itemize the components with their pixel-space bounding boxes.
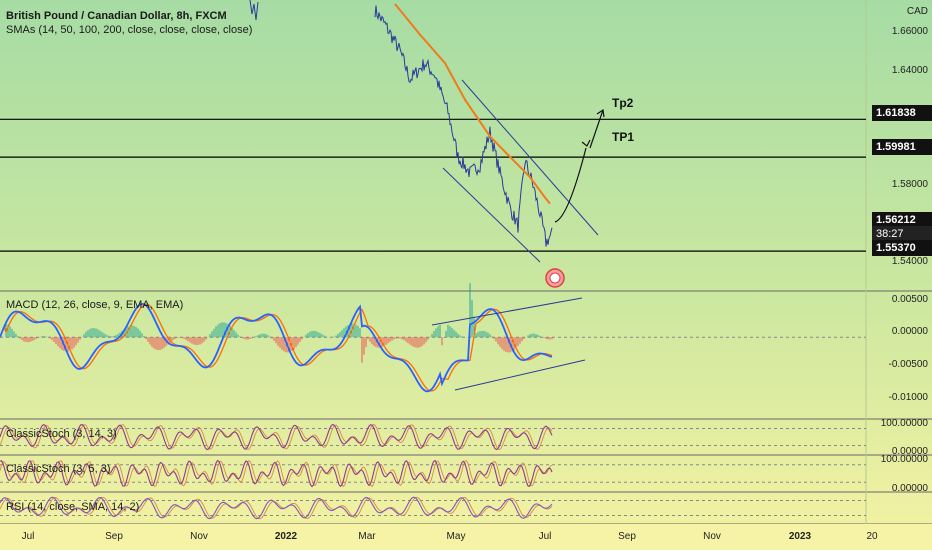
time-tick: 20 <box>866 531 878 542</box>
tp2-annotation[interactable]: Tp2 <box>612 96 634 110</box>
macd-trendline-lower <box>454 359 586 391</box>
time-tick: 2022 <box>274 531 298 542</box>
time-tick: Nov <box>703 531 721 542</box>
macd-legend[interactable]: MACD (12, 26, close, 9, EMA, EMA) <box>6 299 184 311</box>
time-tick: May <box>446 531 466 542</box>
stoch1-bottom-tick: 0.00000 <box>891 446 928 457</box>
price-tick: 1.64000 <box>891 65 928 76</box>
time-tick: Jul <box>21 531 35 542</box>
events-icon-inner <box>549 272 561 284</box>
stoch2-legend[interactable]: ClassicStoch (3, 5, 3) <box>6 463 111 475</box>
macd-trendline-upper <box>431 297 583 326</box>
macd-tick: 0.00500 <box>891 294 928 305</box>
rsi-legend[interactable]: RSI (14, close, SMA, 14, 2) <box>6 501 140 513</box>
arrow-head-tp1 <box>581 139 591 147</box>
tp1-annotation[interactable]: TP1 <box>612 130 635 144</box>
channel-lower <box>442 167 541 263</box>
time-tick: Sep <box>618 531 636 542</box>
time-tick: Mar <box>358 531 376 542</box>
currency-label: CAD <box>906 6 928 17</box>
price-tick: 1.66000 <box>891 26 928 37</box>
stoch1-line <box>0 423 553 451</box>
rsi-line <box>0 496 553 520</box>
projection-tp1 <box>554 147 587 223</box>
stoch2-line <box>0 459 553 488</box>
price-spike <box>249 0 259 21</box>
macd-tick: -0.00500 <box>888 359 928 370</box>
macd-signal-line <box>0 303 553 392</box>
sma-legend[interactable]: SMAs (14, 50, 100, 200, close, close, cl… <box>6 24 253 36</box>
channel-upper <box>461 79 599 236</box>
arrow-head-tp2 <box>596 108 605 118</box>
stoch2-bottom-tick: 0.00000 <box>891 483 928 494</box>
candle-countdown: 38:27 <box>872 226 932 242</box>
current-price-label[interactable]: 1.56212 <box>872 212 932 228</box>
stoch1-legend[interactable]: ClassicStoch (3, 14, 3) <box>6 428 117 440</box>
time-tick: Sep <box>105 531 123 542</box>
macd-tick: -0.01000 <box>888 392 928 403</box>
rsi-signal <box>0 496 553 520</box>
projection-tp2 <box>589 109 604 149</box>
level-label-tp2[interactable]: 1.61838 <box>872 105 932 121</box>
symbol-title[interactable]: British Pound / Canadian Dollar, 8h, FXC… <box>6 10 227 22</box>
level-label-support[interactable]: 1.55370 <box>872 240 932 256</box>
price-line <box>374 5 553 247</box>
sma-line <box>394 3 551 205</box>
stoch2-top-tick: 100.00000 <box>880 454 928 465</box>
level-label-tp1[interactable]: 1.59981 <box>872 139 932 155</box>
price-tick: 1.54000 <box>891 256 928 267</box>
time-tick: Jul <box>538 531 552 542</box>
time-tick: 2023 <box>788 531 812 542</box>
stoch1-top-tick: 100.00000 <box>880 418 928 429</box>
macd-line <box>0 302 553 393</box>
time-tick: Nov <box>190 531 208 542</box>
macd-tick: 0.00000 <box>891 326 928 337</box>
price-tick: 1.58000 <box>891 179 928 190</box>
time-axis-strip <box>0 524 932 550</box>
